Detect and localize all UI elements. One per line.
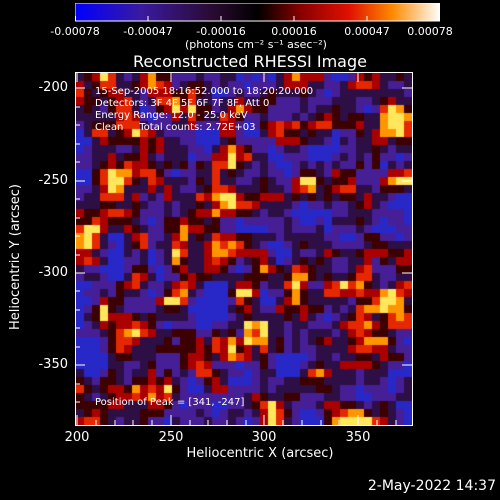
colorbar-tick: -0.00078 xyxy=(50,25,100,38)
y-tick-label: -200 xyxy=(38,80,68,95)
x-tick-label: 200 xyxy=(64,430,90,445)
colorbar-tick: 0.00016 xyxy=(271,25,317,38)
peak-position-label: Position of Peak = [341, -247] xyxy=(95,397,245,408)
colorbar-units-label: (photons cm⁻² s⁻¹ asec⁻²) xyxy=(185,38,327,51)
x-axis-label: Heliocentric X (arcsec) xyxy=(186,446,334,461)
x-tick-label: 350 xyxy=(345,430,371,445)
y-tick-label: -300 xyxy=(38,265,68,280)
x-tick-label: 250 xyxy=(158,430,184,445)
colorbar-tick: -0.00016 xyxy=(196,25,246,38)
plot-frame xyxy=(75,72,413,426)
clean-counts-label: Clean Total counts: 2.72E+03 xyxy=(95,122,256,133)
colorbar-tick: -0.00047 xyxy=(123,25,173,38)
colorbar xyxy=(75,3,440,22)
rhessi-image xyxy=(76,73,412,425)
x-tick-label: 300 xyxy=(251,430,277,445)
y-tick-label: -350 xyxy=(38,357,68,372)
plot-title: Reconstructed RHESSI Image xyxy=(133,52,367,71)
detectors-label: Detectors: 3F 4F 5F 6F 7F 8F, Att 0 xyxy=(95,98,270,109)
date-stamp: 2-May-2022 14:37 xyxy=(367,478,496,494)
colorbar-tick: 0.00078 xyxy=(407,25,453,38)
y-axis-label: Heliocentric Y (arcsec) xyxy=(8,184,23,330)
energy-range-label: Energy Range: 12.0 - 25.0 keV xyxy=(95,110,248,121)
y-tick-label: -250 xyxy=(38,173,68,188)
time-range-label: 15-Sep-2005 18:16:52.000 to 18:20:20.000 xyxy=(95,86,314,97)
colorbar-tick: 0.00047 xyxy=(344,25,390,38)
